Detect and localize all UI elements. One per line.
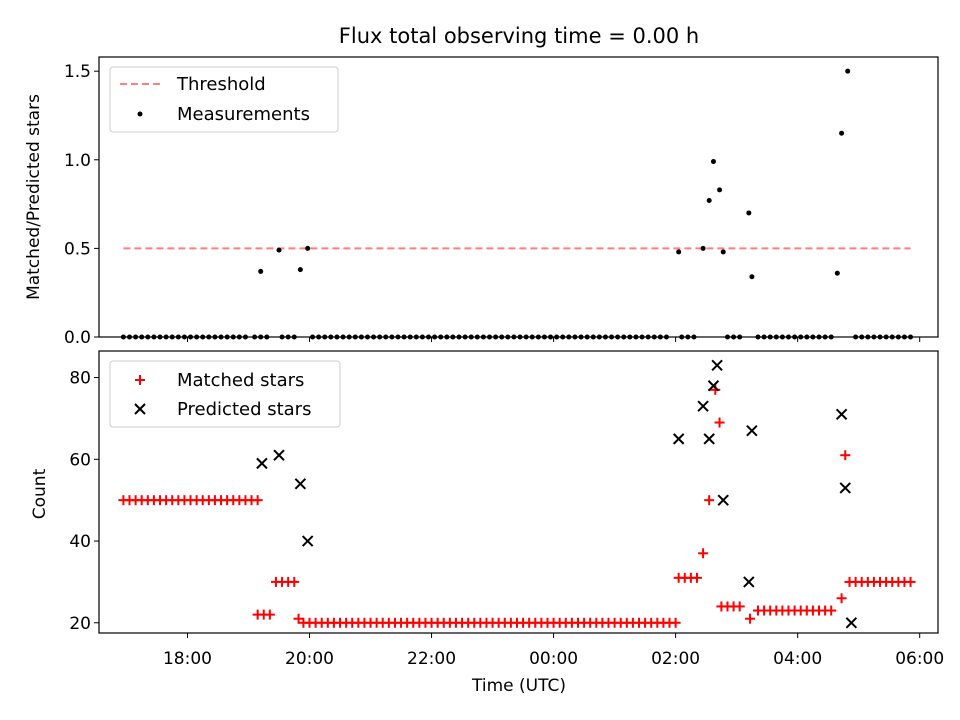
ratio-legend-box bbox=[109, 66, 339, 133]
ratio-y-axis-label: Matched/Predicted stars bbox=[24, 94, 44, 300]
predicted-star-point bbox=[746, 424, 758, 437]
predicted-star-point bbox=[707, 380, 720, 392]
measurement-point bbox=[834, 270, 840, 276]
measurement-point bbox=[839, 130, 845, 136]
matched-star-point bbox=[745, 613, 756, 624]
ratio-legend: Threshold Measurements bbox=[109, 66, 339, 133]
ratio-y-ticks: 0.0 0.5 1.0 1.5 bbox=[64, 62, 99, 348]
x-tick-label: 04:00 bbox=[773, 649, 822, 669]
count-y-tick-label: 60 bbox=[69, 450, 91, 470]
matched-star-point bbox=[714, 417, 725, 428]
measurement-point bbox=[676, 249, 682, 255]
matched-star-point bbox=[698, 548, 709, 559]
count-panel: 20 40 60 80 18:00 20:00 22:00 00:00 02:00 04:00 0… bbox=[30, 350, 944, 696]
predicted-star-point bbox=[697, 400, 709, 412]
legend-x-glyph bbox=[134, 403, 146, 415]
predicted-star-point bbox=[839, 482, 851, 494]
x-tick-label: 02:00 bbox=[651, 649, 700, 669]
measurement-point bbox=[720, 249, 726, 255]
count-y-tick-label: 80 bbox=[69, 369, 91, 389]
ratio-y-tick-label: 1.5 bbox=[64, 62, 91, 82]
legend-threshold-label: Threshold bbox=[176, 74, 266, 95]
count-axes-frame bbox=[98, 350, 939, 634]
matched-star-point bbox=[734, 601, 745, 612]
x-axis-label: Time (UTC) bbox=[471, 676, 566, 696]
measurement-point bbox=[276, 247, 282, 253]
ratio-axes-frame bbox=[98, 56, 939, 338]
predicted-star-point bbox=[845, 617, 858, 629]
legend-measurements-marker bbox=[137, 111, 143, 117]
count-legend: Matched stars Predicted stars bbox=[109, 360, 341, 428]
predicted-star-point bbox=[273, 449, 285, 461]
matched-star-point bbox=[289, 576, 300, 587]
matched-star-point bbox=[264, 609, 275, 620]
measurement-point bbox=[746, 210, 752, 216]
x-tick-label: 22:00 bbox=[407, 649, 456, 669]
predicted-star-point bbox=[835, 408, 848, 421]
count-x-ticks: 18:00 20:00 22:00 00:00 02:00 04:00 06:00 bbox=[163, 633, 944, 669]
x-tick-label: 18:00 bbox=[163, 649, 212, 669]
matched-star-point bbox=[293, 613, 304, 624]
measurement-point bbox=[749, 274, 755, 280]
predicted-star-point bbox=[743, 576, 755, 588]
matched-star-point bbox=[252, 495, 263, 506]
predicted-star-point bbox=[256, 457, 268, 470]
legend-predicted-marker bbox=[134, 403, 146, 415]
predicted-star-point bbox=[717, 494, 729, 506]
x-tick-label: 20:00 bbox=[285, 649, 334, 669]
count-y-ticks: 20 40 60 80 bbox=[69, 369, 99, 634]
measurement-point bbox=[700, 245, 706, 251]
figure-title: Flux total observing time = 0.00 h bbox=[339, 24, 699, 48]
count-legend-box bbox=[109, 360, 341, 428]
count-plot-marks bbox=[118, 359, 916, 629]
legend-measurements-label: Measurements bbox=[177, 104, 310, 125]
matched-star-point bbox=[826, 605, 837, 616]
matched-star-point bbox=[840, 450, 851, 461]
ratio-y-tick-label: 0.0 bbox=[64, 328, 91, 348]
measurement-point bbox=[305, 245, 311, 251]
predicted-star-point bbox=[301, 535, 314, 547]
legend-predicted-label: Predicted stars bbox=[177, 399, 311, 420]
matched-star-point bbox=[836, 593, 847, 604]
measurement-point bbox=[717, 187, 723, 193]
measurement-point bbox=[845, 68, 851, 74]
ratio-x-ticks bbox=[186, 337, 921, 342]
measurement-point bbox=[706, 198, 712, 204]
matched-star-point bbox=[905, 576, 916, 587]
measurement-point bbox=[258, 268, 264, 274]
legend-plus-glyph bbox=[135, 375, 145, 385]
legend-matched-marker bbox=[135, 375, 145, 385]
legend-matched-label: Matched stars bbox=[177, 370, 304, 391]
measurement-point bbox=[297, 267, 303, 273]
matched-star-point bbox=[670, 617, 681, 628]
measurement-point bbox=[710, 159, 716, 165]
count-y-tick-label: 20 bbox=[69, 614, 91, 634]
matched-star-point bbox=[691, 572, 702, 583]
predicted-star-point bbox=[711, 359, 723, 372]
x-tick-label: 00:00 bbox=[529, 649, 578, 669]
ratio-y-tick-label: 1.0 bbox=[64, 151, 91, 171]
count-y-tick-label: 40 bbox=[69, 532, 91, 552]
ratio-panel: 0.0 0.5 1.0 1.5 Matched/Predicted stars Thr… bbox=[24, 56, 939, 348]
predicted-star-point bbox=[703, 433, 715, 445]
count-y-axis-label: Count bbox=[30, 468, 50, 519]
predicted-star-point bbox=[672, 433, 685, 445]
predicted-star-point bbox=[294, 478, 307, 490]
ratio-y-tick-label: 0.5 bbox=[64, 239, 91, 259]
matched-star-point bbox=[704, 495, 715, 506]
x-tick-label: 06:00 bbox=[895, 649, 944, 669]
